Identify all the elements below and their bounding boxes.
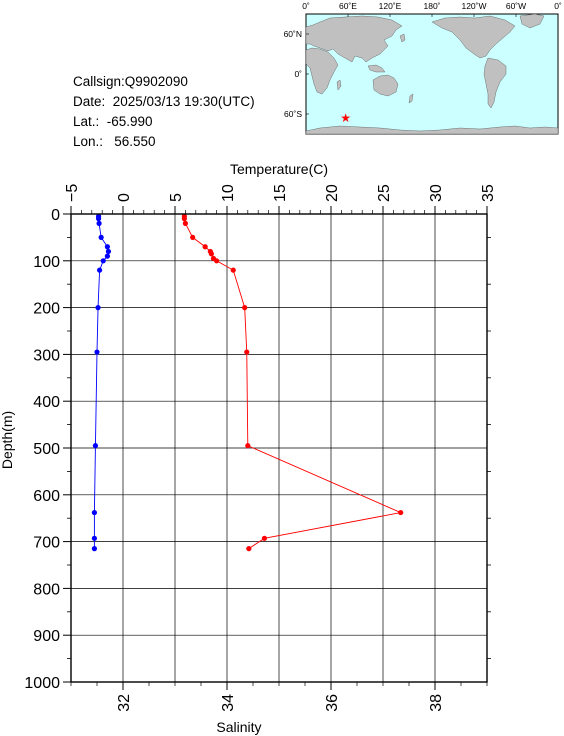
star-icon: ★ <box>340 111 351 125</box>
temperature-data-point <box>182 220 188 226</box>
y-tick-label: 600 <box>33 488 60 505</box>
y-tick-label: 400 <box>33 394 60 411</box>
temperature-data-point <box>245 443 251 449</box>
temperature-axis-title: Temperature(C) <box>230 161 328 177</box>
temperature-data-point <box>246 546 252 552</box>
salinity-data-point <box>98 234 104 240</box>
temperature-data-point <box>181 216 187 222</box>
southeast-asia-islands <box>367 64 386 73</box>
y-tick-label: 800 <box>33 581 60 598</box>
salinity-data-point <box>95 305 101 311</box>
y-tick-label: 500 <box>33 441 60 458</box>
antarctica-landmass <box>305 125 559 135</box>
salinity-tick-label: 38 <box>428 694 445 712</box>
map-land <box>305 13 559 135</box>
y-tick-label: 300 <box>33 347 60 364</box>
greenland-landmass <box>519 13 545 29</box>
longitude-label: Lon.: 56.550 <box>73 134 156 149</box>
map-latitude-label: 60˚N <box>284 29 302 39</box>
salinity-data-point <box>100 258 106 264</box>
y-tick-label: 1000 <box>24 675 60 692</box>
depth-axis-title: Depth(m) <box>0 411 15 469</box>
temperature-data-point <box>230 267 236 273</box>
map-longitude-label: 120˚E <box>379 1 402 11</box>
madagascar-landmass <box>336 79 342 91</box>
chart-grid <box>71 214 487 682</box>
salinity-axis-title: Salinity <box>216 719 261 735</box>
north-america-landmass <box>431 15 516 59</box>
temperature-tick-label: 25 <box>376 184 393 202</box>
map-latitude-label: 0˚ <box>294 69 302 79</box>
salinity-series-line <box>93 216 109 549</box>
eurasia-landmass <box>305 15 403 63</box>
plot-frame <box>70 213 488 683</box>
salinity-data-point <box>104 253 110 259</box>
map-longitude-label: 0˚ <box>302 1 310 11</box>
series-layer <box>91 213 404 552</box>
map-axis-labels: 0˚ 60˚E 120˚E 180˚ 120˚W 60˚W 0˚ 60˚N 0˚ 60˚S <box>284 1 562 119</box>
temperature-tick-label: −5 <box>64 184 81 202</box>
map-longitude-label: 60˚E <box>339 1 357 11</box>
temperature-data-point <box>207 248 213 255</box>
y-tick-label: 200 <box>33 301 60 318</box>
salinity-data-point <box>95 213 102 219</box>
africa-landmass <box>305 47 339 95</box>
temperature-data-point <box>214 258 220 264</box>
map-longitude-label: 60˚W <box>506 1 526 11</box>
japan-landmass <box>399 33 406 43</box>
salinity-data-point <box>92 443 99 449</box>
salinity-tick-label: 34 <box>220 694 237 712</box>
location-map: 0˚ 60˚E 120˚E 180˚ 120˚W 60˚W 0˚ 60˚N 0˚ 60˚S ★ <box>284 1 562 135</box>
temperature-series-line <box>183 216 403 549</box>
y-tick-label: 900 <box>33 628 60 645</box>
temperature-data-point <box>398 509 404 516</box>
temperature-tick-label: 5 <box>168 193 185 202</box>
temperature-data-point <box>190 234 196 240</box>
salinity-data-point <box>104 244 110 250</box>
temperature-data-point <box>181 213 187 219</box>
date-label: Date: 2025/03/13 19:30(UTC) <box>73 94 255 109</box>
temperature-data-point <box>244 349 250 355</box>
temperature-tick-label: 15 <box>272 184 289 202</box>
map-longitude-label: 120˚W <box>461 1 486 11</box>
map-longitude-label: 0˚ <box>554 1 562 11</box>
salinity-data-point <box>91 509 97 516</box>
temperature-tick-label: 20 <box>324 184 341 202</box>
salinity-data-point <box>91 535 97 541</box>
salinity-tick-label: 36 <box>324 694 341 712</box>
y-tick-label: 0 <box>51 207 60 224</box>
callsign-label: Callsign:Q9902090 <box>73 74 188 89</box>
station-info: Callsign:Q9902090 Date: 2025/03/13 19:30… <box>73 72 255 152</box>
map-latitude-label: 60˚S <box>284 109 302 119</box>
australia-landmass <box>372 74 399 97</box>
salinity-data-point <box>91 546 97 552</box>
new-zealand-landmass <box>408 93 414 104</box>
temperature-tick-label: 35 <box>480 184 497 202</box>
salinity-data-point <box>94 349 100 355</box>
temperature-data-point <box>242 305 248 311</box>
map-longitude-label: 180˚ <box>423 1 440 11</box>
salinity-data-point <box>95 216 102 222</box>
latitude-label: Lat.: -65.990 <box>73 114 153 129</box>
temperature-data-point <box>261 535 268 541</box>
salinity-data-point <box>97 267 103 273</box>
y-tick-label: 700 <box>33 535 60 552</box>
temperature-data-point <box>208 251 214 257</box>
south-america-landmass <box>483 57 507 109</box>
temperature-data-point <box>202 244 208 250</box>
temperature-tick-label: 0 <box>116 193 133 202</box>
salinity-data-point <box>105 248 112 255</box>
temperature-data-point <box>210 255 217 262</box>
salinity-tick-label: 32 <box>116 694 133 712</box>
y-tick-label: 100 <box>33 254 60 271</box>
temperature-tick-label: 30 <box>428 184 445 202</box>
salinity-data-point <box>96 220 102 226</box>
temperature-tick-label: 10 <box>220 184 237 202</box>
